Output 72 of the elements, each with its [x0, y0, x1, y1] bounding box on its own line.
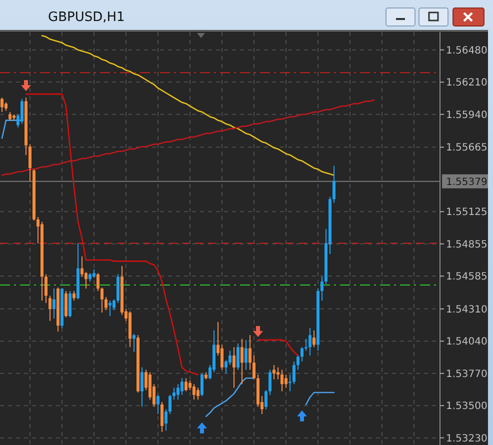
candlestick: [300, 346, 304, 362]
candlestick: [320, 276, 324, 302]
candlestick: [180, 378, 184, 396]
candlestick: [276, 366, 280, 380]
candlestick: [220, 344, 224, 370]
candlestick: [224, 360, 228, 374]
y-tick-label: 1.56480: [446, 45, 488, 56]
candlestick: [140, 366, 144, 408]
candlestick: [160, 402, 164, 432]
y-tick-label: 1.54310: [446, 304, 488, 316]
candlestick: [184, 378, 188, 392]
candlestick: [248, 334, 252, 370]
y-tick-label: 1.55125: [446, 207, 488, 218]
candlestick: [268, 369, 272, 396]
candlestick: [168, 394, 172, 414]
candlestick: [252, 354, 256, 380]
candlestick: [232, 346, 236, 388]
candlestick: [228, 350, 232, 366]
candlestick: [108, 300, 112, 317]
candlestick: [64, 290, 68, 318]
candlestick: [84, 271, 88, 290]
candlestick: [272, 364, 276, 380]
candlestick: [200, 372, 204, 397]
candlestick: [332, 165, 336, 204]
candlestick: [44, 274, 48, 304]
candlestick: [148, 372, 152, 400]
candlestick: [188, 380, 192, 391]
candlestick: [284, 374, 288, 388]
candlestick: [264, 390, 268, 410]
y-tick-label: 1.54585: [446, 272, 488, 283]
line-series: [41, 34, 335, 176]
candlestick: [104, 296, 108, 311]
y-tick-label: 1.53770: [446, 368, 488, 380]
candlestick: [100, 286, 104, 314]
candlestick: [312, 330, 316, 348]
candlestick: [164, 408, 168, 432]
y-tick-label: 1.54855: [446, 239, 488, 250]
candlestick: [156, 394, 160, 414]
y-tick-label: 1.53230: [446, 433, 488, 444]
candlestick: [52, 288, 56, 319]
candlestick: [0, 97, 4, 112]
ref-line-label: 1.55379: [446, 176, 488, 188]
candlestick: [20, 98, 24, 124]
candlestick: [192, 384, 196, 400]
candlestick: [116, 274, 120, 304]
y-tick-label: 1.55940: [446, 110, 488, 121]
y-tick-label: 1.56210: [446, 78, 488, 89]
candlestick: [288, 374, 292, 392]
candlestick: [176, 384, 180, 400]
candlestick: [240, 338, 244, 385]
candlestick: [244, 339, 248, 370]
candlestick: [308, 328, 312, 356]
line-series: [1, 99, 375, 176]
y-tick-label: 1.54040: [446, 336, 488, 348]
candlestick: [132, 333, 136, 352]
candlestick: [280, 369, 284, 392]
y-tick-label: 1.55665: [446, 142, 488, 154]
candlestick: [48, 295, 52, 322]
candlestick: [296, 354, 300, 370]
candlestick: [96, 272, 100, 292]
candlestick: [172, 387, 176, 400]
candlestick: [68, 290, 72, 318]
candlestick: [28, 144, 32, 182]
candlestick: [236, 343, 240, 370]
chart-title: GBPUSD,H1: [48, 10, 125, 25]
candlestick: [196, 387, 200, 400]
y-tick-label: 1.53500: [446, 401, 488, 412]
candlestick: [292, 360, 296, 385]
candlestick: [80, 256, 84, 278]
candlestick: [72, 290, 76, 302]
candlestick: [112, 298, 116, 311]
candlestick: [304, 338, 308, 352]
